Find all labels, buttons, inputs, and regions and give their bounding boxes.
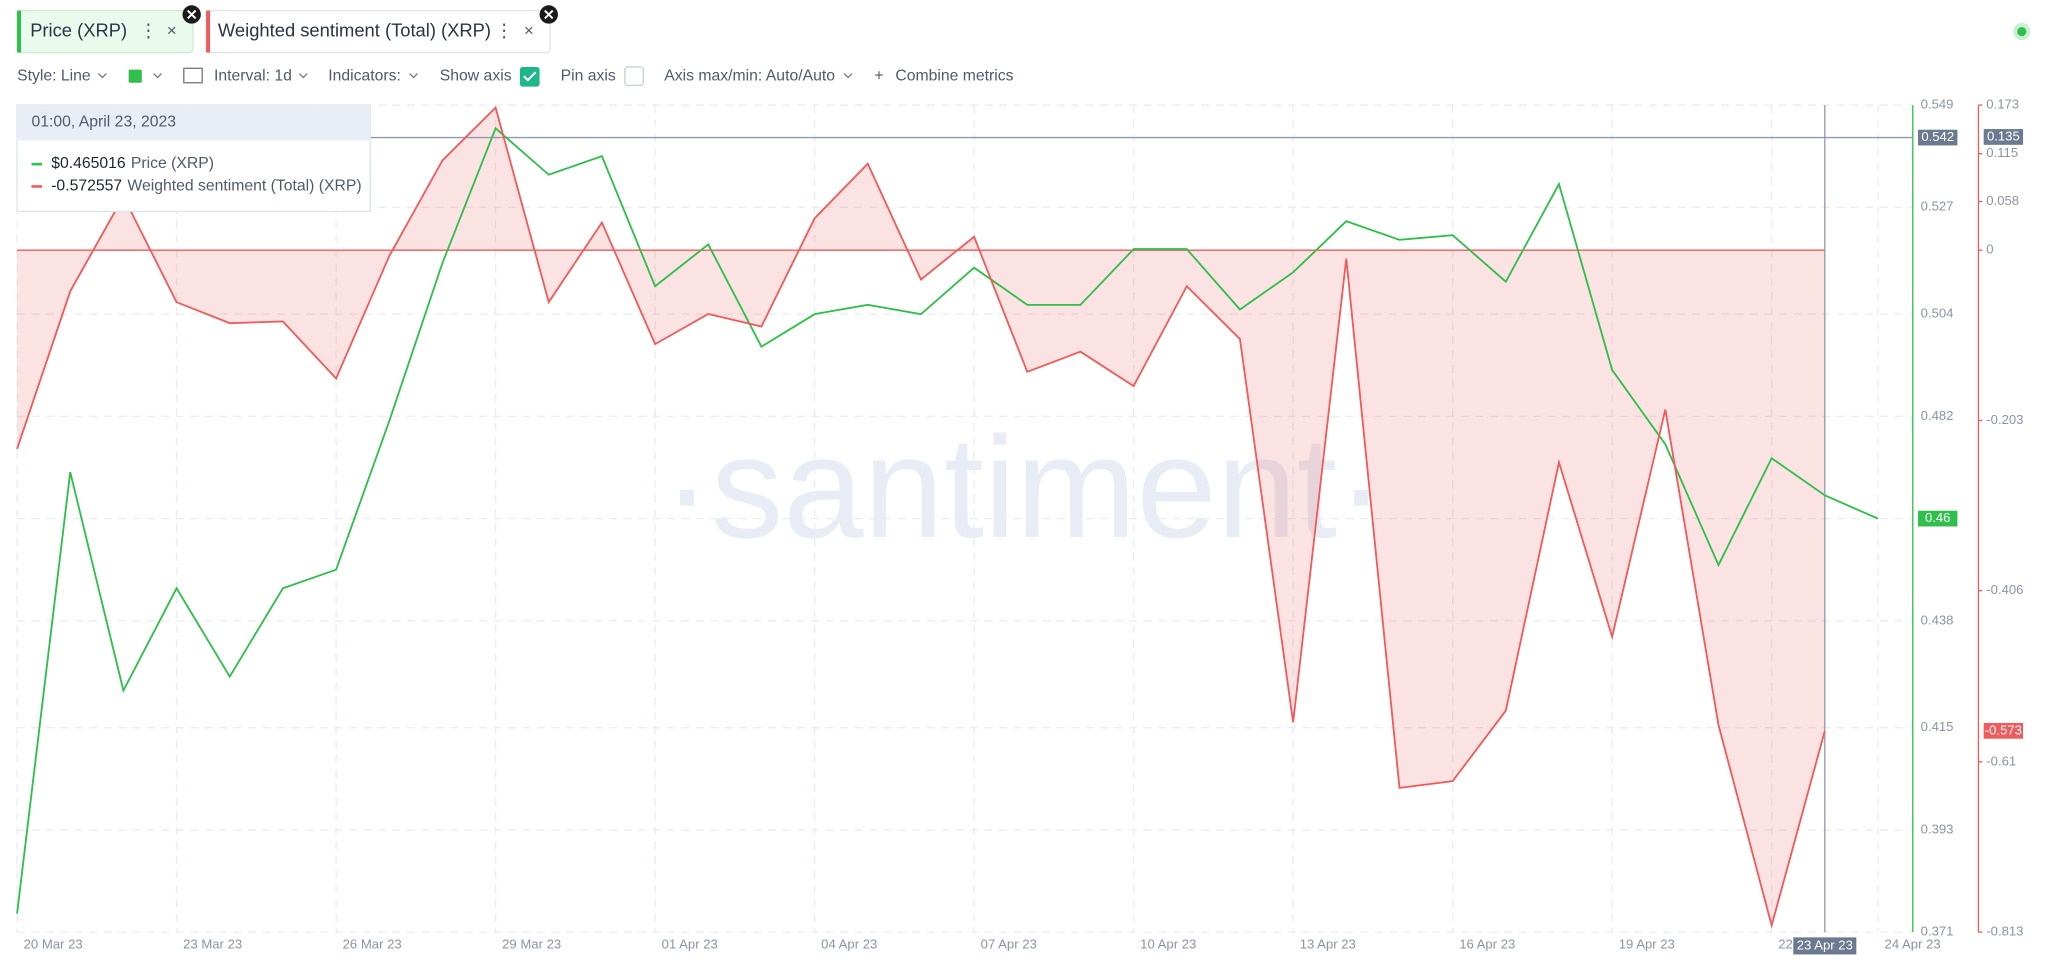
chevron: [409, 73, 418, 79]
tooltip-row: -0.572557 Weighted sentiment (Total) (XRP…: [51, 178, 361, 195]
y2-tick-label: -0.203: [1986, 412, 2023, 427]
crosshair-x-bg: [1793, 937, 1857, 955]
last-price-bg: [1918, 510, 1958, 527]
x-tick-label: 19 Apr 23: [1619, 937, 1675, 952]
y2-tick-label: -0.61: [1986, 753, 2016, 768]
crosshair-price-bg: [1918, 129, 1958, 146]
interval-select[interactable]: Interval: 1d: [214, 67, 292, 84]
tooltip-header: [17, 105, 371, 141]
tab-accent: [17, 10, 22, 53]
last-price: 0.46: [1925, 510, 1951, 525]
chevron: [843, 73, 853, 79]
y2-tick-label: 0.173: [1986, 97, 2019, 112]
x-tick-label: 01 Apr 23: [662, 937, 718, 952]
status-dot: [2013, 23, 2031, 41]
series-line: [16, 126, 1879, 914]
y-tick-label: 0.438: [1921, 612, 1954, 627]
y2-tick-label: 0.058: [1986, 193, 2019, 208]
check: [523, 71, 537, 82]
indicators-select[interactable]: Indicators:: [328, 67, 401, 84]
chevron: [97, 73, 107, 79]
last-sentiment-bg: [1983, 722, 2024, 739]
y-tick-label: 0.482: [1921, 408, 1954, 423]
pin-axis-label: Pin axis: [561, 67, 616, 84]
axis-select[interactable]: Axis max/min: Auto/Auto: [664, 67, 835, 84]
menu-dots[interactable]: ⋮: [495, 19, 513, 40]
x-tick-label: 23 Mar 23: [183, 937, 242, 952]
x-tick-label: 04 Apr 23: [821, 937, 877, 952]
close[interactable]: ×: [524, 21, 534, 40]
menu-dots[interactable]: ⋮: [139, 19, 157, 40]
sentiment-area: [17, 107, 1825, 926]
y-tick-label: 0.504: [1921, 306, 1954, 321]
tab-label: Price (XRP): [30, 19, 127, 40]
remove-icon: [187, 9, 197, 20]
y2-tick-label: 0: [1986, 242, 1993, 257]
watermark: ·santiment·: [663, 406, 1385, 568]
tooltip-date: 01:00, April 23, 2023: [32, 113, 177, 130]
x-tick-label: 16 Apr 23: [1459, 937, 1515, 952]
style-select[interactable]: Style: Line: [17, 67, 91, 84]
chevron: [298, 73, 308, 79]
crosshair-price: 0.542: [1921, 129, 1954, 144]
show-axis-label: Show axis: [440, 67, 512, 84]
color-swatch[interactable]: [128, 69, 142, 83]
y-tick-label: 0.549: [1921, 97, 1954, 112]
tooltip-name: Price (XRP): [131, 155, 214, 172]
tooltip-row: $0.465016 Price (XRP): [51, 155, 214, 172]
plus: +: [874, 67, 883, 84]
tab-accent: [206, 10, 211, 53]
x-tick-label: 13 Apr 23: [1300, 937, 1356, 952]
x-tick-label: 24 Apr 23: [1885, 937, 1941, 952]
remove-icon: [544, 9, 554, 20]
tooltip-name: Weighted sentiment (Total) (XRP): [127, 178, 361, 195]
crosshair-x-label: 23 Apr 23: [1797, 937, 1853, 952]
y-tick-label: 0.527: [1921, 199, 1954, 214]
x-tick-label: 10 Apr 23: [1140, 937, 1196, 952]
y2-tick-label: -0.813: [1986, 924, 2023, 939]
last-sentiment: -0.573: [1985, 722, 2022, 737]
tooltip-value: -0.572557: [51, 178, 122, 195]
tab-label: Weighted sentiment (Total) (XRP): [218, 19, 491, 40]
combine-metrics[interactable]: Combine metrics: [895, 67, 1013, 84]
crosshair-sentiment: 0.135: [1987, 128, 2020, 143]
checkbox[interactable]: [624, 66, 644, 87]
crosshair-sentiment-bg: [1983, 129, 2024, 145]
close[interactable]: ×: [167, 21, 177, 40]
x-tick-label: 07 Apr 23: [981, 937, 1037, 952]
interval-icon: [183, 67, 203, 84]
y-tick-label: 0.415: [1921, 719, 1954, 734]
y2-tick-label: -0.406: [1986, 582, 2023, 597]
chevron: [153, 73, 162, 79]
tooltip-value: $0.465016: [51, 155, 126, 172]
x-tick-label: 26 Mar 23: [343, 937, 402, 952]
x-tick-label: 29 Mar 23: [502, 937, 561, 952]
y2-tick-label: 0.115: [1986, 145, 2018, 160]
y-tick-label: 0.393: [1921, 821, 1954, 836]
y-tick-label: 0.371: [1921, 924, 1954, 939]
series-line: [16, 105, 1826, 929]
x-tick-label: 20 Mar 23: [24, 937, 83, 952]
